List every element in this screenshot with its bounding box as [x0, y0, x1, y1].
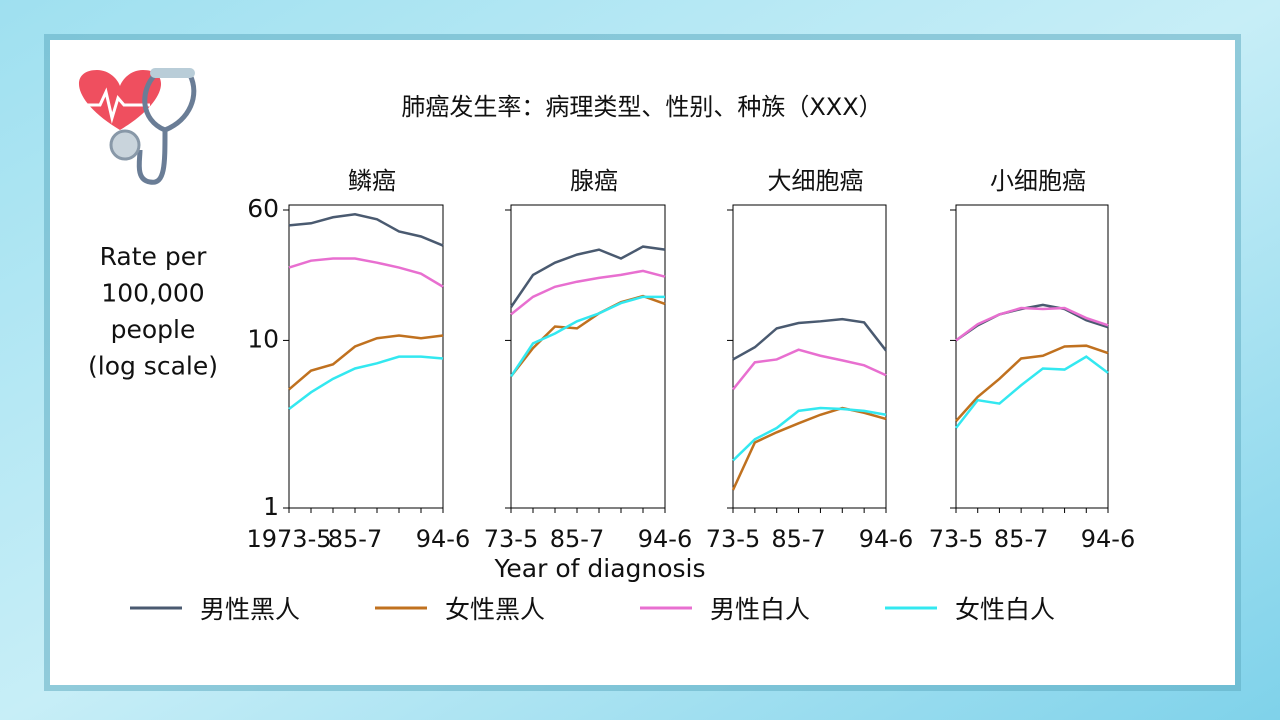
- y-axis-label: Rate per 100,000 people (log scale): [88, 242, 218, 381]
- x-tick-label: 85-7: [328, 525, 382, 553]
- legend-label: 男性白人: [710, 595, 810, 624]
- y-tick-label: 60: [247, 194, 279, 223]
- y-axis-label-line: (log scale): [88, 352, 218, 381]
- y-axis-label-line: 100,000: [101, 279, 204, 308]
- panel-title: 小细胞癌: [990, 167, 1086, 195]
- card: [50, 40, 1235, 685]
- legend: 男性黑人 女性黑人 男性白人 女性白人: [130, 595, 1055, 624]
- medical-icon: [78, 68, 197, 185]
- series-line: [955, 344, 1109, 422]
- legend-label: 男性黑人: [200, 595, 300, 624]
- x-tick-label: 94-6: [638, 525, 692, 553]
- x-tick-label: 94-6: [859, 525, 913, 553]
- series-line: [509, 245, 666, 308]
- x-tick-label: 1973-5: [246, 525, 331, 553]
- x-axis-label: Year of diagnosis: [493, 554, 705, 583]
- chestpiece: [109, 129, 141, 161]
- series-line: [955, 355, 1109, 429]
- x-tick-label: 85-7: [994, 525, 1048, 553]
- y-tick-label: 10: [247, 324, 279, 353]
- panel-frame: [732, 204, 887, 509]
- panel-frame: [510, 204, 666, 509]
- y-axis-label-line: Rate per: [100, 242, 208, 271]
- panel-title: 鳞癌: [348, 167, 396, 195]
- legend-label: 女性白人: [955, 595, 1055, 624]
- x-tick-label: 94-6: [416, 525, 470, 553]
- x-tick-label: 85-7: [550, 525, 604, 553]
- series-line: [732, 317, 887, 361]
- stethoscope-cable: [136, 129, 168, 185]
- series-line: [955, 306, 1109, 342]
- x-tick-label: 85-7: [771, 525, 825, 553]
- series-line: [509, 295, 665, 378]
- series-line: [732, 348, 887, 391]
- series-line: [732, 406, 887, 462]
- panel-title: 大细胞癌: [768, 167, 864, 195]
- x-tick-label: 94-6: [1081, 525, 1135, 553]
- series-line: [288, 212, 444, 247]
- series-line: [510, 269, 666, 316]
- x-tick-label: 73-5: [484, 525, 538, 553]
- legend-label: 女性黑人: [445, 595, 545, 624]
- pulse: [82, 87, 150, 124]
- panel-frame: [955, 204, 1109, 509]
- series-line: [288, 355, 444, 410]
- series-line: [288, 334, 444, 391]
- panel-title: 腺癌: [570, 167, 618, 195]
- chart-title: 肺癌发生率：病理类型、性别、种族（XXX）: [401, 93, 882, 121]
- y-axis-label-line: people: [111, 315, 196, 344]
- panel-frame: [288, 204, 444, 509]
- x-tick-label: 73-5: [929, 525, 983, 553]
- earpieces: [150, 68, 195, 78]
- x-tick-label: 73-5: [706, 525, 760, 553]
- series-line: [288, 257, 444, 288]
- y-tick-label: 1: [263, 492, 279, 521]
- series-line: [731, 406, 887, 491]
